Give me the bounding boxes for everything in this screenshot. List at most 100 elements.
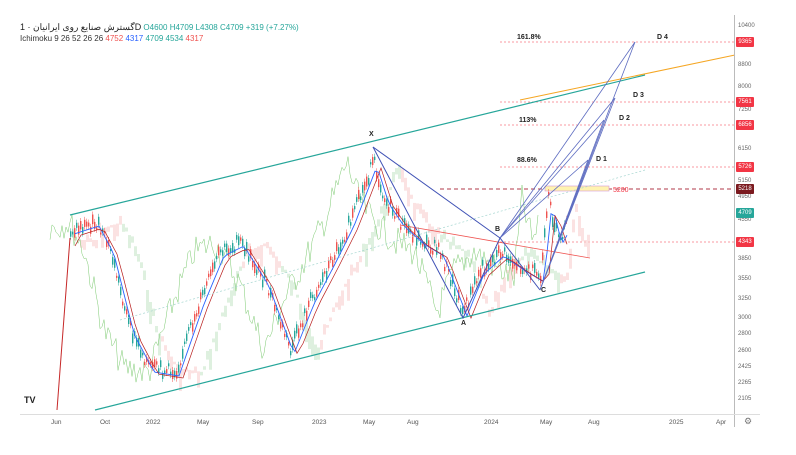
tradingview-logo[interactable]: TV	[24, 395, 36, 405]
candle	[178, 364, 180, 373]
candle	[388, 206, 390, 213]
ichimoku-cloud	[413, 202, 416, 221]
candle	[110, 248, 112, 252]
time-tick: 2022	[146, 419, 161, 426]
ichimoku-cloud	[371, 232, 374, 252]
candle	[240, 237, 242, 241]
candle	[268, 293, 270, 296]
ichimoku-cloud	[521, 256, 524, 261]
candle	[466, 297, 468, 301]
candle	[430, 247, 432, 254]
candle	[202, 289, 204, 296]
ichimoku-cloud	[137, 254, 140, 262]
indicator-name[interactable]: Ichimoku 9 26 52 26 26	[20, 34, 104, 43]
candle	[284, 333, 286, 337]
candle	[164, 370, 166, 374]
ichimoku-cloud	[182, 368, 185, 376]
time-tick: Aug	[588, 419, 600, 426]
candle	[364, 181, 366, 191]
candle	[494, 261, 496, 265]
candle	[90, 226, 92, 234]
ichimoku-cloud	[464, 250, 467, 268]
candle	[328, 260, 330, 269]
ichimoku-cloud	[227, 297, 230, 303]
candle	[306, 310, 308, 321]
candle	[250, 249, 252, 258]
candle	[206, 281, 208, 286]
candle	[258, 264, 260, 271]
candle	[314, 297, 316, 300]
candle	[426, 234, 428, 245]
candle	[196, 313, 198, 317]
symbol-title: گسترش صنایع روی ایرانیان · 1D	[20, 22, 142, 32]
ichimoku-cloud	[452, 236, 455, 246]
candle	[224, 243, 226, 248]
ohlc-low: L4308	[195, 23, 218, 32]
candle	[98, 216, 100, 225]
candle	[532, 264, 534, 269]
ichimoku-cloud	[287, 273, 290, 278]
time-tick: May	[197, 419, 210, 426]
candle	[392, 207, 394, 216]
candle	[448, 269, 450, 272]
candle	[226, 243, 228, 252]
candle	[150, 361, 152, 365]
candle	[182, 348, 184, 359]
price-tick: 4950	[738, 194, 752, 200]
candle	[108, 239, 110, 246]
candle	[366, 176, 368, 187]
candle	[156, 361, 158, 365]
ichimoku-cloud	[524, 247, 527, 256]
candle	[380, 184, 382, 193]
candle	[244, 248, 246, 257]
candle	[544, 228, 546, 238]
gear-icon[interactable]: ⚙	[744, 416, 753, 426]
channel-top	[69, 74, 646, 216]
ichimoku-cloud	[350, 264, 353, 276]
candle	[300, 323, 302, 328]
candle	[96, 227, 98, 231]
price-tick: 3550	[738, 276, 752, 282]
ichimoku-cloud	[143, 270, 146, 280]
candle	[142, 352, 144, 356]
ichimoku-cloud	[455, 245, 458, 250]
point-d4: D 4	[657, 34, 668, 41]
price-tick: 2600	[738, 348, 752, 354]
ichimoku-cloud	[251, 249, 254, 255]
ichimoku-cloud	[149, 302, 152, 325]
ichimoku-cloud	[437, 227, 440, 234]
candle	[562, 236, 564, 239]
ichimoku-cloud	[539, 261, 542, 264]
candle	[492, 255, 494, 263]
candle	[412, 234, 414, 243]
ichimoku-cloud	[497, 292, 500, 308]
candle	[330, 256, 332, 261]
candle	[512, 258, 514, 269]
candle	[188, 327, 190, 331]
ichimoku-cloud	[173, 361, 176, 365]
ichimoku-cloud	[338, 296, 341, 310]
ichimoku-cloud	[542, 255, 545, 266]
harmonic-xb	[372, 146, 501, 239]
ichimoku-cloud	[485, 295, 488, 304]
ichimoku-cloud	[290, 280, 293, 296]
candle	[362, 184, 364, 193]
indicator-value: 4534	[165, 34, 184, 43]
ichimoku-cloud	[257, 246, 260, 259]
candle	[558, 234, 560, 238]
candle	[326, 271, 328, 280]
candle	[534, 262, 536, 273]
price-badge: 5218	[736, 184, 754, 194]
candle	[538, 273, 540, 278]
ichimoku-cloud	[83, 240, 86, 250]
candle	[228, 248, 230, 256]
candle	[504, 247, 506, 252]
ichimoku-cloud	[578, 216, 581, 237]
candle	[192, 323, 194, 332]
candle	[556, 222, 558, 229]
ichimoku-cloud	[422, 209, 425, 219]
candle	[210, 269, 212, 277]
price-badge: 7561	[736, 97, 754, 107]
candle	[288, 342, 290, 346]
